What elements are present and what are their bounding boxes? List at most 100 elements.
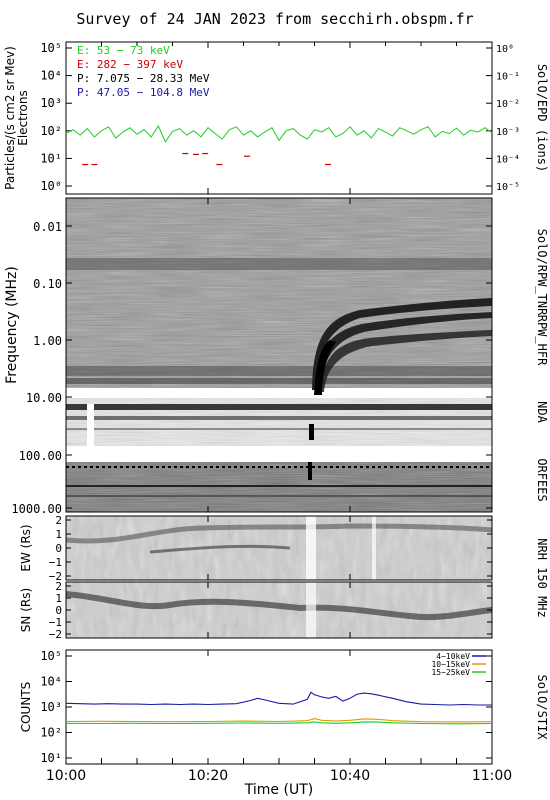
epd-left-ticks: 10⁵ 10⁴ 10³ 10² 10¹ 10⁰	[40, 41, 72, 193]
nda-band-2	[66, 416, 492, 420]
spectrogram-right-label: NDA	[535, 401, 549, 423]
spectrogram-ticks: 0.01 0.10 1.00 10.00 100.00 1000.00	[11, 220, 492, 516]
epd-right-tick-label: 10⁻³	[496, 127, 520, 138]
nrh-tick-label: 0	[55, 542, 62, 555]
nrh-ew-panel: 210−1−2 EW (Rs)	[19, 514, 493, 583]
epd-left-tick-label: 10¹	[40, 151, 62, 165]
epd-right-label: SolO/EPD (ions)	[535, 64, 549, 172]
nrh-ew-ticks: 210−1−2	[49, 514, 492, 583]
hfr-band	[66, 366, 492, 376]
spectrogram-tick-label: 1000.00	[11, 502, 62, 516]
nrh-sn-source	[65, 591, 493, 621]
stix-right-label: SolO/STIX	[535, 674, 549, 740]
nrh-tick-label: 0	[55, 604, 62, 617]
epd-electron-low-line	[65, 124, 493, 143]
spectrogram-panel: 0.01 0.10 1.00 10.00 100.00 1000.00 Frequency…	[4, 197, 549, 516]
epd-right-ticks: 10⁰ 10⁻¹ 10⁻² 10⁻³ 10⁻⁴ 10⁻⁵	[486, 44, 520, 193]
nrh-right-label: NRH 150 MHz	[535, 538, 549, 617]
type-iii-burst	[312, 298, 492, 395]
stix-series-line	[65, 721, 493, 725]
epd-left-tick-label: 10⁵	[40, 41, 62, 55]
stix-series	[65, 691, 493, 725]
stix-tick-label: 10⁴	[40, 675, 62, 689]
nrh-sn-gap	[306, 582, 316, 638]
orfees-gap	[66, 446, 492, 462]
spectrogram-right-label: ORFEES	[535, 458, 549, 501]
nrh-ew-gap-2	[372, 516, 376, 580]
time-tick-label: 11:00	[472, 768, 512, 784]
epd-left-tick-label: 10⁴	[40, 69, 62, 83]
epd-left-tick-label: 10³	[40, 96, 62, 110]
nrh-sn-panel: 210−1−2 SN (Rs) NRH 150 MHz	[19, 538, 549, 641]
nrh-tick-label: −1	[49, 556, 62, 569]
epd-right-tick-label: 10⁻⁵	[496, 182, 520, 193]
epd-right-tick-label: 10⁻⁴	[496, 154, 520, 165]
epd-right-tick-label: 10⁰	[496, 44, 514, 55]
epd-ylabel: Particles/(s cm2 sr Mev)	[3, 46, 17, 190]
epd-frame	[65, 41, 493, 195]
orfees-noise	[66, 462, 492, 512]
stix-legend-label: 4−10keV	[436, 652, 470, 661]
nrh-sn-ticks: 210−1−2	[49, 580, 492, 641]
nrh-tick-label: 1	[55, 528, 62, 541]
time-tick-label: 10:20	[188, 768, 228, 784]
stix-ylabel: COUNTS	[19, 682, 33, 733]
time-tick-label: 10:40	[330, 768, 370, 784]
rpw-dark-band	[66, 258, 492, 270]
stix-legend-label: 10−15keV	[431, 660, 470, 669]
nrh-tick-label: 2	[55, 580, 62, 593]
nrh-tick-label: 2	[55, 514, 62, 527]
epd-series	[65, 124, 493, 166]
nrh-ew-gap	[306, 516, 316, 580]
nrh-ew-ylabel: EW (Rs)	[19, 524, 33, 571]
spectrogram-frame	[65, 197, 493, 513]
spectrogram-right-label: RPW_HFR	[535, 315, 549, 366]
orfees-burst	[308, 462, 312, 480]
epd-ylabel-electrons: Electrons	[16, 90, 30, 145]
time-axis-label: Time (UT)	[244, 782, 313, 798]
spectrogram-tick-label: 100.00	[19, 449, 62, 463]
stix-tick-label: 10¹	[40, 751, 62, 765]
stix-tick-label: 10²	[40, 726, 62, 740]
nrh-tick-label: −1	[49, 616, 62, 629]
spectrogram-tick-label: 0.01	[33, 220, 62, 234]
nda-band-3	[66, 428, 492, 430]
epd-legend-item: E: 282 − 397 keV	[77, 58, 183, 71]
figure-title: Survey of 24 JAN 2023 from secchirh.obsp…	[76, 10, 473, 28]
stix-tick-label: 10³	[40, 700, 62, 714]
stix-legend-label: 15−25keV	[431, 668, 470, 677]
nrh-ew-source-2	[149, 544, 291, 554]
time-tick-label: 10:00	[46, 768, 86, 784]
epd-right-tick-label: 10⁻¹	[496, 72, 520, 83]
spectrogram-ylabel: Frequency (MHz)	[4, 266, 20, 384]
nda-gap	[87, 404, 94, 446]
hfr-band-2	[66, 378, 492, 384]
nrh-tick-label: 1	[55, 592, 62, 605]
time-axis: 10:00 10:20 10:40 11:00	[46, 42, 512, 784]
epd-left-tick-label: 10²	[40, 124, 62, 138]
stix-series-line	[65, 718, 493, 723]
nda-band-1	[66, 404, 492, 410]
nrh-sn-noise	[66, 582, 492, 638]
epd-legend-item: P: 7.075 − 28.33 MeV	[77, 72, 210, 85]
epd-legend-item: E: 53 − 73 keV	[77, 44, 170, 57]
epd-left-tick-label: 10⁰	[40, 179, 62, 193]
stix-tick-label: 10⁵	[40, 649, 62, 663]
rpw-noise	[66, 198, 492, 388]
stix-frame	[65, 649, 493, 765]
epd-right-tick-label: 10⁻²	[496, 99, 520, 110]
spectrogram-tick-label: 10.00	[26, 391, 62, 405]
nrh-sn-ylabel: SN (Rs)	[19, 588, 33, 632]
spectrogram-tick-label: 1.00	[33, 334, 62, 348]
epd-legend-item: P: 47.05 − 104.8 MeV	[77, 86, 210, 99]
spectrogram-tick-label: 0.10	[33, 277, 62, 291]
nrh-ew-source	[65, 523, 493, 544]
stix-series-line	[65, 691, 492, 706]
nrh-tick-label: −2	[49, 570, 62, 583]
nda-burst	[309, 424, 314, 440]
